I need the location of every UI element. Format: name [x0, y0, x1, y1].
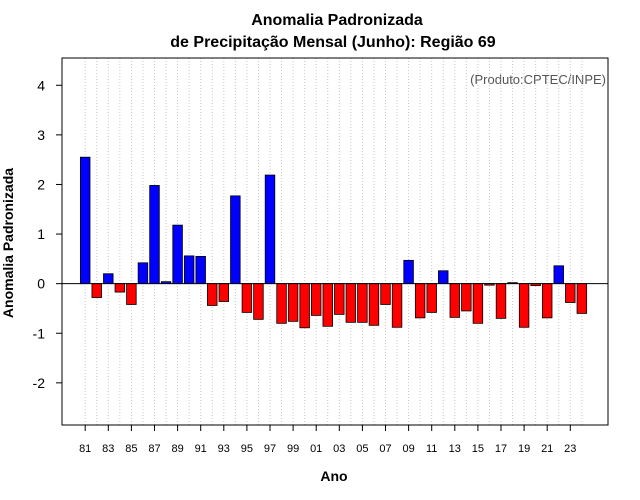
bar-1983: [103, 273, 114, 285]
x-tick-label: 87: [148, 443, 160, 455]
bar-2006: [368, 283, 380, 326]
bar-2015: [472, 283, 484, 324]
bar-1996: [253, 283, 264, 320]
bar-1999: [287, 283, 299, 322]
x-tick-label: 97: [264, 443, 276, 455]
bar-2011: [426, 283, 437, 313]
bar-1985: [126, 283, 137, 305]
bar-2009: [403, 259, 414, 285]
y-tick-label: -2: [33, 375, 46, 391]
y-tick-label: 3: [37, 127, 45, 143]
x-tick-label: 83: [102, 443, 114, 455]
bar-2005: [357, 283, 368, 323]
bar-1998: [276, 283, 287, 324]
bar-2017: [495, 283, 507, 319]
bar-2003: [334, 283, 345, 315]
x-tick-label: 95: [241, 443, 253, 455]
plot-frame: [61, 57, 609, 426]
x-tick-label: 13: [449, 443, 461, 455]
bar-2024: [576, 283, 588, 314]
bar-2001: [310, 283, 322, 316]
bar-2014: [461, 283, 472, 312]
x-tick-label: 03: [333, 443, 345, 455]
bar-2021: [542, 283, 553, 319]
y-axis-label: Anomalia Padronizada: [0, 168, 16, 318]
bar-2008: [391, 283, 403, 328]
bar-1989: [172, 224, 183, 285]
bar-2000: [299, 283, 310, 329]
bar-1994: [230, 195, 241, 285]
x-tick-label: 89: [171, 443, 183, 455]
bar-1992: [207, 283, 218, 306]
bar-2007: [380, 283, 391, 305]
chart-title: Anomalia Padronizada: [251, 12, 423, 29]
bar-2022: [553, 265, 564, 285]
bar-2019: [518, 283, 530, 328]
x-tick-label: 17: [495, 443, 507, 455]
bar-2013: [449, 283, 461, 318]
x-tick-label: 91: [195, 443, 207, 455]
y-tick-label: 0: [37, 276, 45, 292]
x-tick-label: 07: [379, 443, 391, 455]
x-tick-label: 19: [518, 443, 530, 455]
x-tick-label: 15: [472, 443, 484, 455]
bar-2002: [322, 283, 333, 327]
y-tick-label: 4: [37, 77, 45, 93]
x-tick-label: 85: [125, 443, 137, 455]
x-tick-label: 11: [426, 443, 437, 455]
bar-2023: [565, 283, 576, 303]
x-tick-label: 93: [218, 443, 230, 455]
bar-2010: [414, 283, 426, 319]
bar-1995: [241, 283, 253, 313]
bar-1991: [195, 255, 206, 285]
bar-2012: [438, 270, 449, 285]
y-tick-label: -1: [33, 325, 46, 341]
y-tick-label: 2: [37, 176, 45, 192]
bar-1990: [183, 255, 195, 285]
x-tick-label: 05: [356, 443, 368, 455]
credit-text: (Produto:CPTEC/INPE): [470, 72, 606, 87]
bar-1997: [264, 174, 276, 285]
bar-1987: [149, 185, 160, 285]
x-tick-label: 21: [541, 443, 553, 455]
x-tick-label: 23: [564, 443, 576, 455]
bar-1993: [218, 283, 230, 302]
x-axis-label: Ano: [320, 468, 347, 484]
x-tick-label: 01: [310, 443, 322, 455]
bar-1986: [137, 262, 149, 285]
y-tick-label: 1: [37, 226, 45, 242]
chart-subtitle: de Precipitação Mensal (Junho): Região 6…: [170, 34, 496, 51]
bar-1982: [91, 283, 102, 298]
bar-2004: [345, 283, 357, 323]
x-tick-label: 99: [287, 443, 299, 455]
bar-1981: [80, 156, 91, 285]
bar-1984: [114, 283, 126, 293]
x-tick-label: 81: [79, 443, 91, 455]
x-tick-label: 09: [402, 443, 414, 455]
